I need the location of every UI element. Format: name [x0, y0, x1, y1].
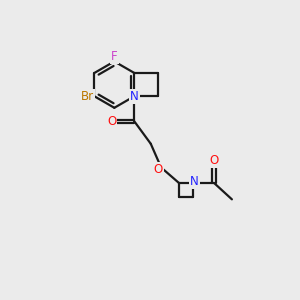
Text: O: O — [154, 164, 163, 176]
Text: N: N — [190, 175, 199, 188]
Text: N: N — [130, 90, 139, 103]
Text: Br: Br — [81, 90, 94, 103]
Text: O: O — [107, 115, 116, 128]
Text: F: F — [111, 50, 118, 64]
Text: O: O — [209, 154, 219, 167]
